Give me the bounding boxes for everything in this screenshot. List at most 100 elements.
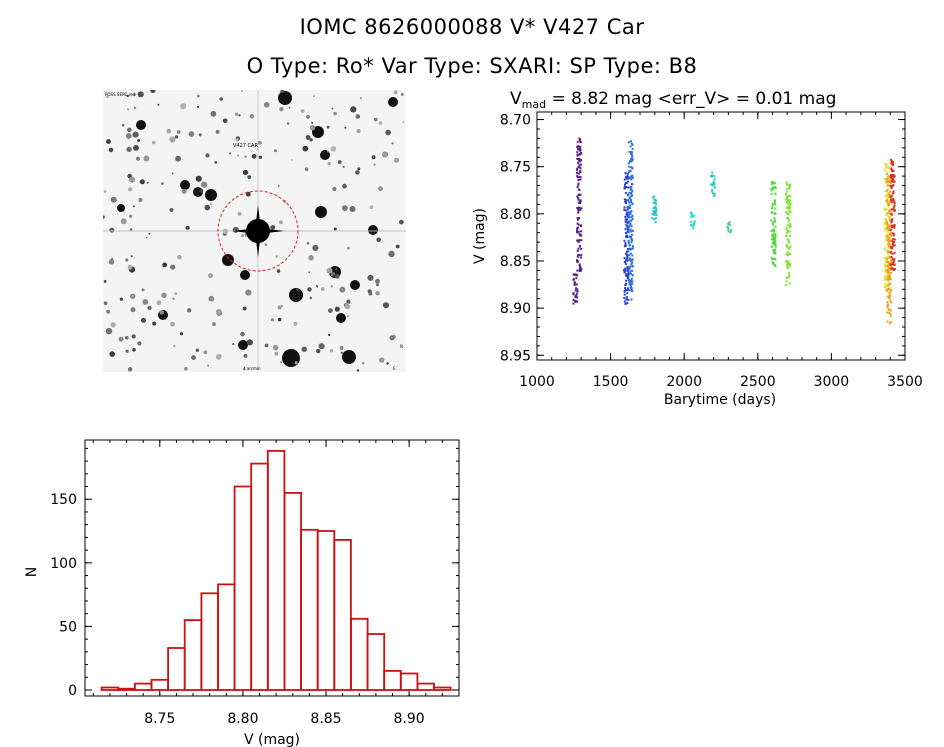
hist-xtick-label: 8.90 <box>394 711 425 727</box>
lc-point <box>885 164 888 167</box>
star <box>328 333 331 337</box>
lc-point <box>886 242 889 245</box>
lc-point <box>626 221 629 224</box>
lc-point <box>891 258 894 261</box>
lc-point <box>575 287 578 290</box>
lc-point <box>786 230 789 232</box>
lc-point <box>785 277 788 279</box>
lc-point <box>630 280 632 283</box>
lc-point <box>772 263 775 266</box>
star <box>181 188 187 194</box>
lc-point <box>887 261 890 264</box>
lc-point <box>891 200 894 203</box>
lc-point <box>883 221 886 224</box>
lc-point <box>892 190 895 193</box>
star <box>275 255 278 258</box>
hist-bar <box>233 485 253 691</box>
lc-point <box>625 223 628 226</box>
lc-point <box>630 157 633 160</box>
lc-point <box>785 183 788 186</box>
star <box>125 349 129 353</box>
star <box>175 155 181 162</box>
lc-point <box>886 311 889 314</box>
lc-point <box>884 218 887 221</box>
lc-point <box>630 151 633 154</box>
lc-point <box>786 195 788 198</box>
lc-point <box>631 166 634 169</box>
lc-point <box>625 273 628 275</box>
lc-point <box>789 202 792 205</box>
star <box>279 220 283 225</box>
lc-point <box>785 181 788 184</box>
lc-point <box>629 192 632 195</box>
lc-point <box>892 267 895 270</box>
lc-point <box>630 166 632 169</box>
star <box>369 205 374 210</box>
lc-point <box>771 261 774 264</box>
star <box>342 183 347 189</box>
star <box>106 309 110 314</box>
lc-point <box>625 219 628 222</box>
lc-point <box>773 243 776 246</box>
star <box>386 362 389 365</box>
lc-point <box>773 200 776 203</box>
lc-point <box>885 163 888 165</box>
star <box>309 138 313 142</box>
lc-point <box>889 197 892 200</box>
lc-point <box>625 298 628 301</box>
lc-point <box>631 229 634 232</box>
lc-point <box>576 169 579 172</box>
lc-point <box>713 186 716 189</box>
lc-point <box>886 208 888 211</box>
lc-point <box>787 241 790 244</box>
lc-point <box>577 161 579 164</box>
star <box>180 180 190 190</box>
star <box>109 351 115 357</box>
lc-point <box>577 183 580 186</box>
lc-point <box>773 211 776 214</box>
lc-point <box>770 189 773 192</box>
lc-point <box>576 175 579 177</box>
lc-xlabel: Barytime (days) <box>664 392 776 408</box>
lc-point <box>891 218 894 221</box>
lc-point <box>785 193 788 196</box>
hist-bar <box>150 678 170 691</box>
lc-point <box>577 182 580 185</box>
lc-point <box>654 198 656 201</box>
lc-point <box>893 204 896 207</box>
lc-series-g2 <box>576 137 583 272</box>
lc-point <box>891 179 894 182</box>
lc-point <box>887 196 890 199</box>
lc-point <box>892 243 895 246</box>
lc-point <box>891 263 894 266</box>
lc-point <box>576 167 579 170</box>
star <box>121 123 125 127</box>
lc-point <box>574 296 577 298</box>
lc-point <box>712 180 715 183</box>
hist-ytick-label: 150 <box>50 492 77 508</box>
star <box>342 350 356 364</box>
lc-point <box>774 234 777 237</box>
star <box>131 334 136 339</box>
star <box>139 179 145 185</box>
lc-point <box>889 200 892 203</box>
lc-point <box>785 212 788 215</box>
lc-point <box>629 244 631 247</box>
star <box>357 167 361 171</box>
lc-point <box>578 158 581 160</box>
lc-point <box>631 214 634 217</box>
lc-point <box>786 263 789 266</box>
lc-point <box>785 206 788 209</box>
star <box>356 369 360 372</box>
lc-point <box>655 210 657 213</box>
star <box>400 93 404 96</box>
star <box>215 308 222 315</box>
star <box>333 111 337 116</box>
star <box>335 274 340 279</box>
lc-series-g9 <box>770 180 777 268</box>
star <box>133 145 139 151</box>
lc-point <box>711 184 714 186</box>
lc-point <box>627 274 630 277</box>
hist-bar <box>350 617 369 691</box>
star <box>270 318 274 322</box>
